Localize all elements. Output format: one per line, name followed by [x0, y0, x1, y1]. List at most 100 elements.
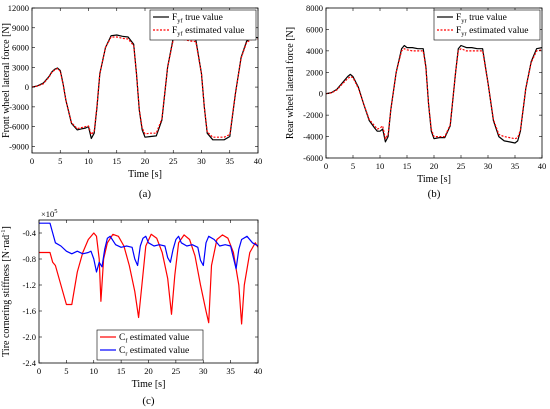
panel-b-rear-wheel-lateral-force: 0 5 10 15 20 25 30 35 40 -6000 -4000 -2000 0 2000 4000… — [285, 3, 546, 200]
x-tick-label: 30 — [199, 366, 208, 376]
legend-box — [96, 329, 204, 361]
y-tick-label: -6000 — [9, 122, 29, 132]
y-multiplier-base: ×10 — [41, 209, 54, 219]
y-axis-label: Tire cornering stiffness [N·rad-1] — [0, 226, 12, 357]
panel-c-tire-cornering-stiffness: 0 5 10 15 20 25 30 35 40 -2.4 -2.0 -1.6 -1.2 -0.8 -0.4… — [0, 208, 262, 407]
series-line-fyr — [326, 48, 542, 140]
y-axis-label-text: Tire cornering stiffness [N·rad — [1, 235, 12, 357]
legend-entry-symbol: C — [119, 346, 125, 356]
series-line-fyf — [32, 34, 258, 141]
x-tick-label: 20 — [430, 161, 439, 171]
y-tick-label: 6000 — [12, 43, 29, 53]
x-axis-label: Time [s] — [132, 379, 166, 390]
x-tick-label: 30 — [484, 161, 493, 171]
legend-entry: Cr estimated value — [119, 346, 189, 358]
legend-box — [433, 9, 541, 41]
legend-entry-suffix: estimated value — [128, 346, 190, 356]
y-tick-label: 2000 — [306, 67, 323, 77]
legend-entry-suffix: estimated value — [467, 26, 529, 36]
y-tick-label: -0.4 — [23, 228, 37, 238]
y-tick-label: -2.0 — [23, 332, 36, 342]
legend-entry-subscript: r — [125, 351, 128, 358]
series-line-cr — [39, 222, 258, 273]
legend-entry: Cf estimated value — [119, 333, 189, 345]
legend-entry: Fyf true value — [172, 13, 223, 25]
y-tick-label: -1.6 — [23, 306, 36, 316]
x-axis-label: Time [s] — [128, 169, 162, 180]
x-axis-label: Time [s] — [417, 174, 451, 185]
legend-entry-subscript: yf — [177, 31, 183, 38]
series-line-cf — [39, 232, 258, 325]
x-tick-label: 15 — [403, 161, 412, 171]
y-tick-label: 0 — [25, 82, 29, 92]
x-tick-label: 25 — [457, 161, 466, 171]
y-tick-label: 8000 — [306, 3, 323, 13]
legend-entry-symbol: C — [119, 333, 125, 343]
x-tick-label: 35 — [511, 161, 520, 171]
y-tick-label: 0 — [319, 89, 323, 99]
y-tick-label: -3000 — [9, 102, 29, 112]
x-tick-label: 35 — [226, 366, 235, 376]
y-tick-label: 12000 — [8, 3, 29, 13]
x-tick-label: 10 — [376, 161, 385, 171]
y-tick-label: -2000 — [303, 110, 323, 120]
y-tick-label: -0.8 — [23, 254, 36, 264]
legend-entry-suffix: estimated value — [128, 333, 190, 343]
y-tick-label: -9000 — [9, 141, 29, 151]
y-axis-label: Front wheel lateral force [N] — [1, 23, 12, 138]
y-tick-label: -1.2 — [23, 280, 36, 290]
legend-entry: Fyf estimated value — [172, 26, 244, 38]
x-tick-label: 15 — [113, 156, 122, 166]
panel-caption: (c) — [142, 395, 155, 407]
series-line-fyr — [326, 44, 542, 144]
legend-entry-symbol: F — [172, 26, 177, 36]
legend-entry-suffix: estimated value — [183, 26, 245, 36]
x-tick-label: 25 — [172, 366, 181, 376]
legend-entry-subscript: yr — [461, 31, 467, 38]
y-axis-label-text: Front wheel lateral force [N] — [1, 23, 12, 138]
panel-a-front-wheel-lateral-force: 0 5 10 15 20 25 30 35 40 -9000 -6000 -3000 0 3000 6000… — [1, 3, 262, 200]
legend-entry-symbol: F — [172, 13, 177, 23]
x-tick-label: 40 — [254, 156, 263, 166]
y-multiplier-exponent: 5 — [54, 208, 57, 215]
y-tick-label: 3000 — [12, 62, 29, 72]
y-multiplier-label: ×105 — [41, 208, 58, 219]
x-tick-label: 10 — [90, 366, 99, 376]
legend-entry-subscript: yf — [177, 18, 183, 25]
x-tick-label: 0 — [30, 156, 34, 166]
x-tick-label: 15 — [117, 366, 126, 376]
legend-entry-suffix: true value — [467, 13, 507, 23]
legend-entry: Fyr true value — [456, 13, 507, 25]
legend-entry-suffix: true value — [183, 13, 223, 23]
x-tick-label: 30 — [197, 156, 206, 166]
x-tick-label: 5 — [58, 156, 62, 166]
y-tick-label: 9000 — [12, 23, 29, 33]
legend-entry-symbol: F — [456, 13, 461, 23]
y-axis-label-superscript: -1 — [0, 230, 7, 235]
x-tick-label: 20 — [144, 366, 153, 376]
x-tick-label: 0 — [37, 366, 41, 376]
panel-caption: (b) — [428, 188, 441, 200]
x-tick-label: 5 — [351, 161, 355, 171]
y-axis-label-text: Rear wheel lateral force [N] — [285, 27, 296, 139]
x-tick-label: 0 — [324, 161, 328, 171]
y-axis-label-end: ] — [1, 226, 12, 229]
panel-caption: (a) — [139, 188, 152, 200]
x-tick-label: 20 — [141, 156, 150, 166]
series-line-fyf — [32, 36, 258, 138]
y-tick-label: -2.4 — [23, 358, 37, 368]
x-tick-label: 5 — [64, 366, 68, 376]
legend-entry-symbol: F — [456, 26, 461, 36]
x-tick-label: 40 — [538, 161, 547, 171]
legend-entry: Fyr estimated value — [456, 26, 528, 38]
legend-box — [149, 9, 257, 41]
y-tick-label: 4000 — [306, 46, 323, 56]
y-tick-label: -4000 — [303, 132, 323, 142]
legend-entry-subscript: yr — [461, 18, 467, 25]
x-tick-label: 10 — [84, 156, 93, 166]
y-axis-label: Rear wheel lateral force [N] — [285, 27, 296, 139]
